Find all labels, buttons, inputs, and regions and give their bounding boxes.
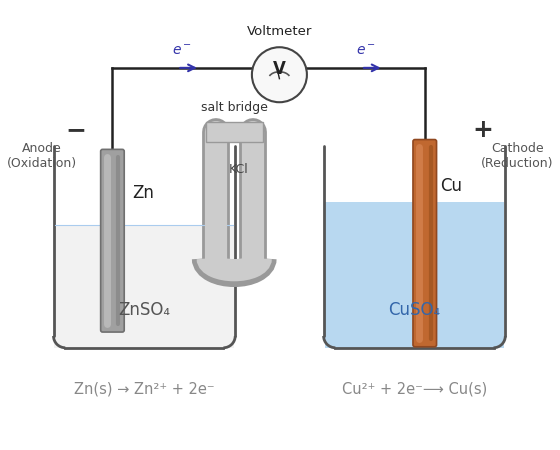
Text: Cu²⁺ + 2e⁻⟶ Cu(s): Cu²⁺ + 2e⁻⟶ Cu(s) [342,382,487,396]
Text: Cathode
(Reduction): Cathode (Reduction) [481,142,553,170]
FancyBboxPatch shape [413,140,437,347]
Text: salt bridge: salt bridge [201,101,268,114]
Text: CuSO₄: CuSO₄ [389,302,441,319]
Text: Voltmeter: Voltmeter [247,25,312,38]
Text: Cu: Cu [441,177,463,195]
Text: KCl: KCl [228,163,248,176]
Bar [54,225,234,348]
Text: V: V [273,60,286,78]
Text: −: − [66,118,87,142]
Bar [206,122,263,141]
Text: ZnSO₄: ZnSO₄ [118,302,170,319]
Text: e$^-$: e$^-$ [172,44,192,58]
Circle shape [252,47,307,102]
Text: +: + [472,118,493,142]
Text: e$^-$: e$^-$ [356,44,376,58]
FancyBboxPatch shape [101,149,124,332]
Text: Zn: Zn [132,184,154,202]
Text: Zn(s) → Zn²⁺ + 2e⁻: Zn(s) → Zn²⁺ + 2e⁻ [74,382,214,396]
Text: Anode
(Oxidation): Anode (Oxidation) [7,142,77,170]
Bar [325,202,505,348]
